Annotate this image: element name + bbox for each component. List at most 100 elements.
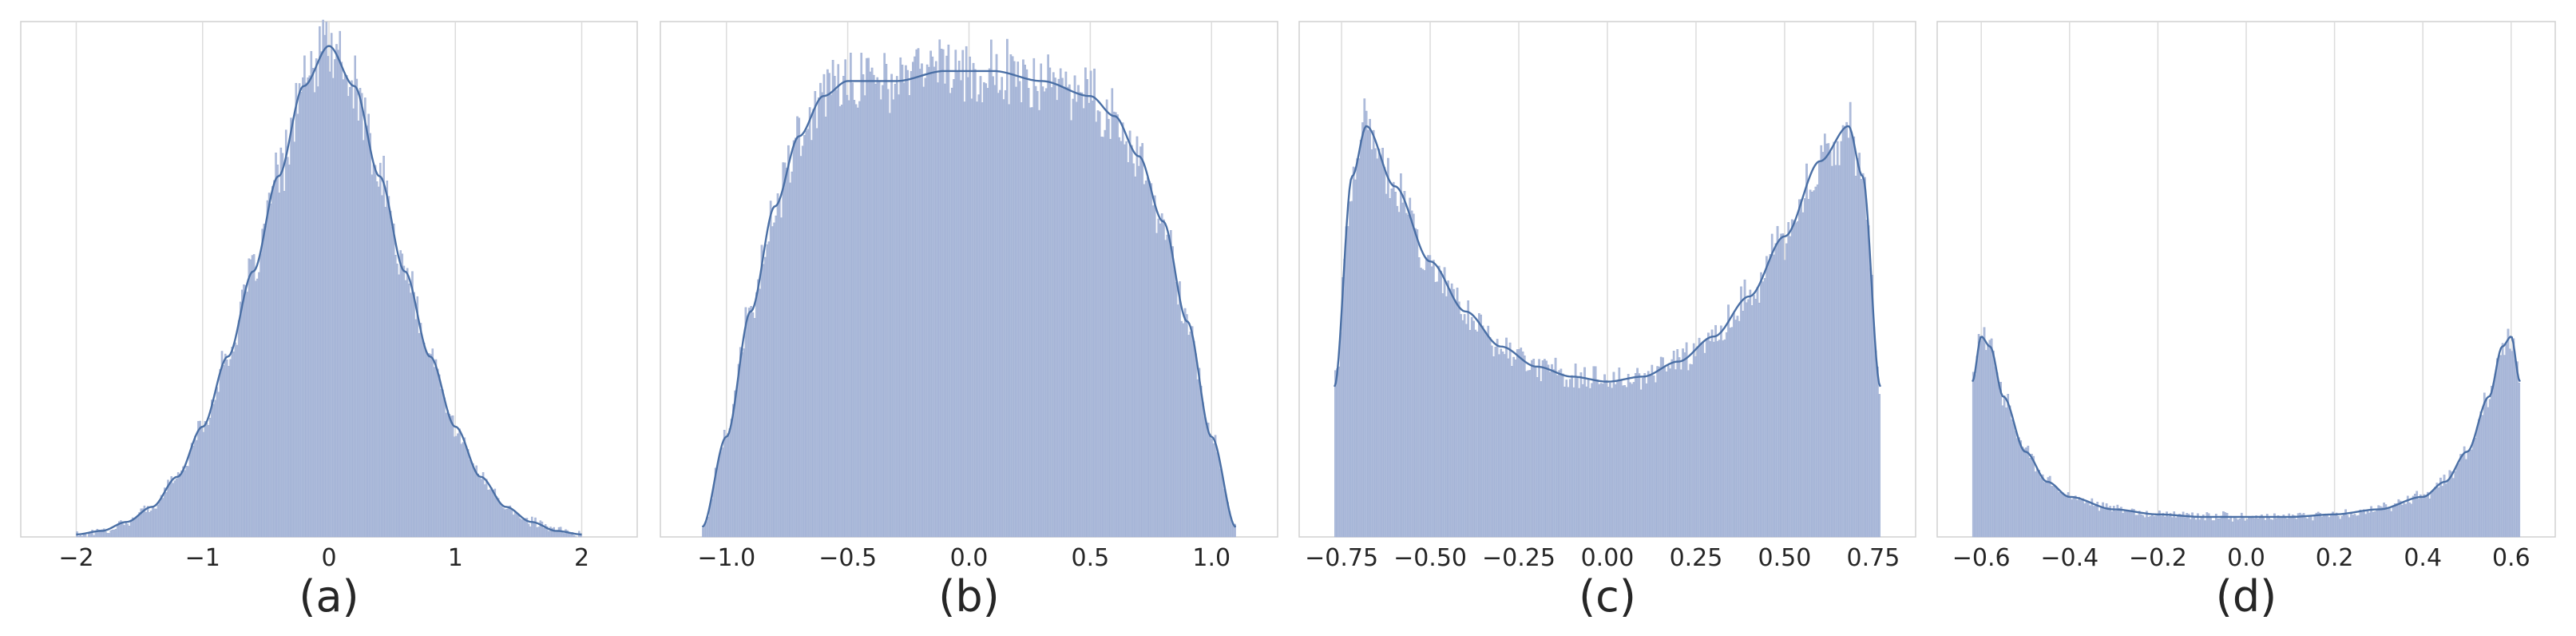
histogram-bar <box>1864 177 1866 538</box>
histogram-bar <box>1221 477 1224 538</box>
histogram-bar <box>2419 494 2422 538</box>
histogram-bar <box>707 516 710 538</box>
histogram-bar <box>243 284 245 538</box>
histogram-bar <box>1514 360 1517 538</box>
histogram-bar <box>355 78 359 538</box>
histogram-bar <box>1098 111 1101 538</box>
histogram-bar <box>842 76 845 538</box>
histogram-bar <box>1685 342 1688 538</box>
histogram-bar <box>2193 516 2196 538</box>
histogram-bar <box>1354 179 1357 538</box>
histogram-bar <box>1045 88 1048 538</box>
histogram-bar <box>1627 373 1630 538</box>
histogram-bar <box>806 129 810 538</box>
histogram-bar <box>1093 68 1096 538</box>
histogram-bar <box>2410 503 2413 538</box>
histogram-bar <box>375 181 378 538</box>
histogram-bar <box>263 224 266 538</box>
histogram-bar <box>969 56 971 538</box>
histogram-bar <box>828 73 830 538</box>
histogram-bar <box>739 347 742 538</box>
histogram-bar <box>2293 515 2296 538</box>
histogram-bar <box>2209 516 2212 538</box>
histogram-bar <box>565 529 567 538</box>
histogram-bar <box>1583 367 1586 538</box>
histogram-bar <box>773 222 775 538</box>
histogram-bar <box>1672 351 1675 538</box>
histogram-bar <box>2372 511 2375 538</box>
histogram-bar <box>1552 369 1556 538</box>
histogram-bar <box>533 523 535 538</box>
histogram-bar <box>244 285 247 538</box>
histogram-bar <box>1405 213 1408 538</box>
histogram-bar <box>2167 516 2170 538</box>
histogram-bar <box>1690 364 1694 538</box>
histogram-bar <box>715 466 719 538</box>
histogram-bar <box>2485 399 2487 538</box>
histogram-bar <box>2092 506 2095 538</box>
histogram-bar <box>1022 59 1024 538</box>
histogram-bar <box>2069 497 2071 538</box>
histogram-bar <box>1503 354 1506 538</box>
histogram-bar <box>1159 223 1162 538</box>
histogram-bar <box>886 89 890 538</box>
histogram-bar <box>2067 492 2070 538</box>
histogram-bar <box>193 435 196 538</box>
histogram-bar <box>2122 513 2125 538</box>
histogram-bar <box>1500 348 1503 538</box>
histogram-bar <box>1758 302 1761 538</box>
histogram-bar <box>949 93 952 538</box>
histogram-bar <box>1766 256 1768 538</box>
histogram-bar <box>108 533 110 538</box>
histogram-bar <box>922 86 925 538</box>
histogram-bar <box>483 484 486 538</box>
histogram-bar <box>349 86 351 538</box>
histogram-bar <box>1845 121 1848 538</box>
histogram-bar <box>1339 332 1342 538</box>
histogram-bar <box>870 67 874 538</box>
histogram-bar <box>2289 515 2293 538</box>
histogram-bar <box>743 348 746 538</box>
histogram-bar <box>492 490 494 538</box>
histogram-bar <box>2339 519 2342 538</box>
histogram-bar <box>1689 364 1692 538</box>
histogram-bar <box>1450 283 1453 538</box>
histogram-bar <box>1840 141 1843 538</box>
histogram-bar <box>1011 56 1014 538</box>
kde-line <box>701 70 1237 528</box>
histogram-bar <box>1643 373 1647 538</box>
histogram-bar <box>2444 483 2447 538</box>
histogram-bar <box>1127 162 1130 538</box>
histogram-bar <box>1015 86 1017 538</box>
histogram-bar <box>2039 477 2043 538</box>
histogram-bar <box>1780 233 1782 538</box>
histogram-bar <box>1407 214 1409 538</box>
histogram-bar <box>234 342 237 538</box>
histogram-bar <box>1496 339 1499 538</box>
histogram-bar <box>1376 158 1379 538</box>
histogram-bar <box>778 198 781 538</box>
histogram-bar <box>2112 506 2115 538</box>
histogram-bar <box>472 463 474 538</box>
histogram-bar <box>2324 515 2327 538</box>
histogram-bar <box>1215 452 1219 538</box>
histogram-bar <box>1202 402 1204 538</box>
histogram-bar <box>2089 505 2091 538</box>
histogram-bar <box>735 389 739 538</box>
histogram-bar <box>176 472 180 538</box>
histogram-bar <box>2005 407 2007 538</box>
histogram-bar <box>1191 326 1194 538</box>
histogram-bar <box>1712 341 1715 538</box>
histogram-bar <box>161 498 164 538</box>
histogram-bar <box>1574 364 1577 538</box>
histogram-bar <box>803 135 806 538</box>
histogram-bar <box>334 59 336 538</box>
histogram-bar <box>858 101 861 538</box>
histogram-bar <box>2474 438 2477 538</box>
histogram-bar <box>1027 88 1030 538</box>
histogram-bar <box>2380 507 2384 538</box>
histogram-bar <box>901 64 904 538</box>
histogram-bar <box>783 162 787 538</box>
histogram-bar <box>851 82 854 538</box>
histogram-bar <box>149 511 151 538</box>
